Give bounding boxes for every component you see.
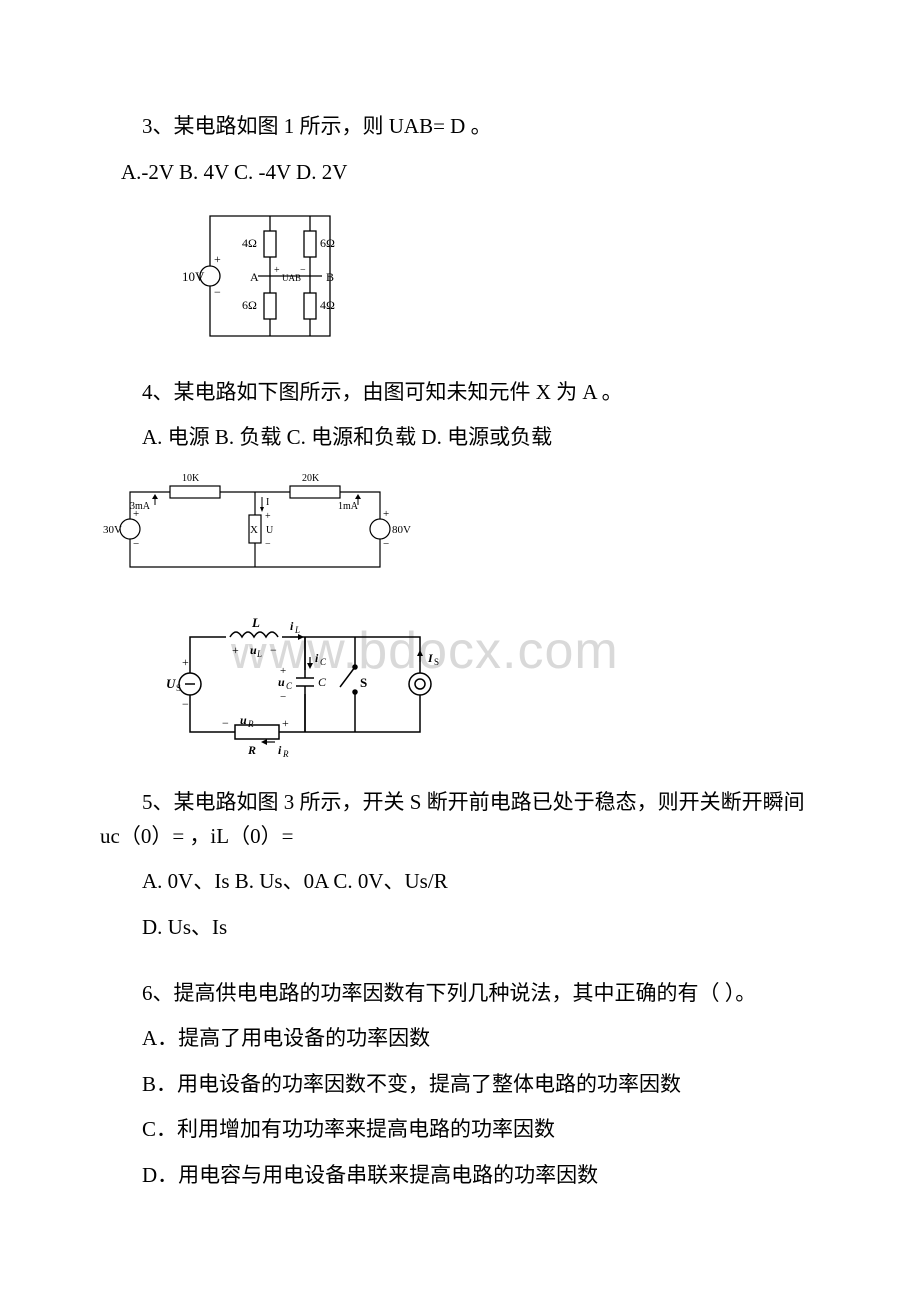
svg-text:C: C [286, 681, 293, 691]
svg-text:−: − [270, 643, 277, 657]
svg-text:B: B [326, 270, 334, 284]
svg-text:6Ω: 6Ω [320, 236, 335, 250]
svg-text:−: − [383, 538, 389, 550]
svg-text:u: u [240, 713, 247, 727]
svg-text:−: − [133, 538, 139, 550]
svg-text:L: L [294, 625, 300, 635]
svg-text:+: + [133, 508, 139, 520]
svg-text:I: I [427, 651, 434, 665]
q6-optD: D．用电容与用电设备串联来提高电路的功率因数 [100, 1159, 820, 1193]
svg-text:6Ω: 6Ω [242, 298, 257, 312]
svg-text:+: + [383, 508, 389, 520]
q5-optD: D. Us、Is [100, 911, 820, 945]
svg-text:80V: 80V [392, 524, 411, 536]
svg-text:R: R [247, 743, 256, 757]
svg-text:R: R [282, 749, 289, 759]
svg-text:S: S [360, 675, 367, 690]
svg-text:−: − [222, 716, 229, 730]
svg-text:+: + [274, 265, 280, 276]
q3-src: 10V [182, 269, 205, 284]
svg-text:S: S [176, 683, 181, 693]
svg-text:−: − [265, 539, 271, 550]
q6-optA: A．提高了用电设备的功率因数 [100, 1022, 820, 1056]
svg-text:C: C [318, 675, 327, 689]
svg-text:u: u [250, 643, 257, 657]
svg-text:4Ω: 4Ω [242, 236, 257, 250]
q3-diagram: 10V + − 4Ω 6Ω 6Ω 4Ω A B + UAB − [180, 201, 820, 362]
svg-text:4Ω: 4Ω [320, 298, 335, 312]
svg-text:+: + [265, 511, 271, 522]
page-content: 3、某电路如图 1 所示，则 UAB= D 。 A.-2V B. 4V C. -… [100, 110, 820, 1193]
svg-text:U: U [266, 525, 274, 536]
svg-text:+: + [214, 252, 221, 266]
svg-text:C: C [320, 657, 327, 667]
q6-optB: B．用电设备的功率因数不变，提高了整体电路的功率因数 [100, 1068, 820, 1102]
svg-text:−: − [214, 285, 221, 299]
svg-text:A: A [250, 270, 259, 284]
svg-text:+: + [182, 655, 189, 669]
q6-optC: C．利用增加有功功率来提高电路的功率因数 [100, 1113, 820, 1147]
q3-options: A.-2V B. 4V C. -4V D. 2V [100, 156, 820, 190]
svg-text:+: + [282, 716, 289, 730]
svg-text:S: S [434, 657, 439, 667]
svg-text:10K: 10K [182, 473, 200, 484]
svg-text:−: − [280, 691, 286, 703]
q5-diagram: L iL + uL − iC + uC − C S IS US + − − uR… [160, 612, 820, 773]
svg-text:i: i [315, 651, 319, 665]
svg-text:i: i [278, 743, 282, 757]
q4-diagram: 10K 20K 3mA 1mA I 30V 80V + − + − X + U … [100, 467, 820, 598]
q3-stem: 3、某电路如图 1 所示，则 UAB= D 。 [100, 110, 820, 144]
svg-text:L: L [256, 649, 262, 659]
svg-text:L: L [251, 615, 260, 630]
svg-text:R: R [247, 719, 254, 729]
svg-text:UAB: UAB [282, 273, 301, 283]
svg-text:I: I [266, 497, 269, 508]
svg-text:30V: 30V [103, 524, 122, 536]
q5-optA: A. 0V、Is B. Us、0A C. 0V、Us/R [100, 865, 820, 899]
svg-text:X: X [250, 524, 258, 536]
q4-stem: 4、某电路如下图所示，由图可知未知元件 X 为 A 。 [100, 376, 820, 410]
svg-text:−: − [182, 697, 189, 711]
q5-stem: 5、某电路如图 3 所示，开关 S 断开前电路已处于稳态，则开关断开瞬间 uc（… [100, 786, 820, 853]
svg-text:U: U [166, 676, 176, 691]
q6-stem: 6、提高供电电路的功率因数有下列几种说法，其中正确的有（ ）。 [100, 977, 820, 1011]
q4-options: A. 电源 B. 负载 C. 电源和负载 D. 电源或负载 [100, 421, 820, 455]
svg-text:1mA: 1mA [338, 501, 359, 512]
svg-text:+: + [232, 643, 239, 657]
svg-text:u: u [278, 675, 285, 689]
svg-text:20K: 20K [302, 473, 320, 484]
svg-text:−: − [300, 265, 306, 276]
svg-text:i: i [290, 619, 294, 633]
